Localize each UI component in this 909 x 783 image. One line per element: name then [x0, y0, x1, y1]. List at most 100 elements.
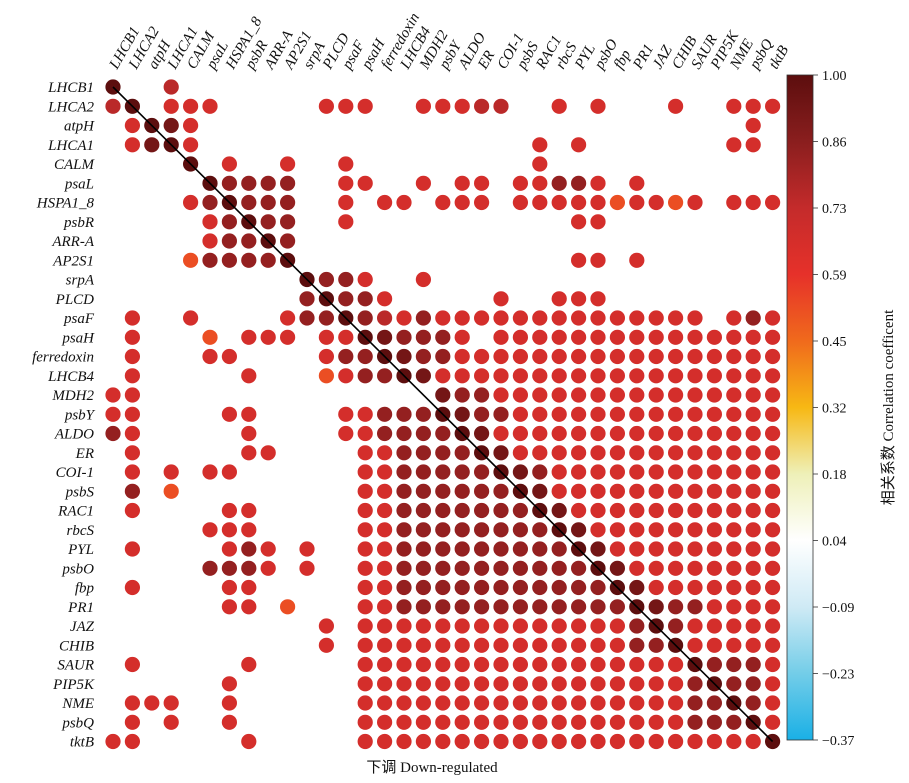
correlation-dot [706, 368, 723, 384]
row-label: LHCA2 [47, 99, 94, 115]
correlation-dot [512, 695, 529, 711]
correlation-dot [474, 637, 490, 653]
correlation-dot [571, 445, 587, 461]
correlation-dot [493, 406, 509, 422]
correlation-dot [571, 656, 587, 673]
correlation-dot [590, 656, 606, 673]
correlation-dot [629, 579, 645, 596]
correlation-dot [280, 233, 296, 249]
correlation-dot [493, 348, 509, 365]
correlation-dot [512, 194, 529, 211]
correlation-dot [357, 445, 373, 461]
correlation-dot [493, 329, 509, 345]
correlation-dot [726, 637, 742, 653]
correlation-dot [648, 599, 664, 615]
correlation-dot [124, 502, 140, 519]
correlation-dot [648, 733, 664, 750]
correlation-dot [357, 695, 373, 711]
correlation-dot [687, 310, 703, 326]
correlation-dot [357, 618, 373, 634]
correlation-dot [629, 483, 645, 499]
row-label: psaL [64, 176, 94, 192]
correlation-dot [454, 522, 470, 538]
correlation-dot [474, 560, 490, 576]
correlation-dot [183, 252, 199, 268]
correlation-dot [435, 445, 451, 461]
correlation-dot [512, 387, 529, 403]
correlation-dot [745, 425, 761, 442]
correlation-dot [280, 214, 296, 230]
correlation-dot [454, 175, 470, 191]
correlation-dot [745, 406, 761, 422]
correlation-dot [706, 483, 723, 499]
correlation-dot [163, 117, 179, 134]
correlation-dot [765, 676, 781, 692]
correlation-dot [357, 175, 373, 191]
correlation-dot [396, 522, 412, 538]
correlation-dot [474, 733, 490, 750]
correlation-dot [357, 560, 373, 576]
correlation-dot [571, 483, 587, 499]
correlation-dot [454, 310, 470, 326]
correlation-dot [377, 599, 393, 615]
correlation-dot [377, 483, 393, 499]
correlation-dot [745, 445, 761, 461]
correlation-dot [163, 714, 179, 730]
row-label: ALDO [54, 427, 94, 443]
correlation-dot [377, 714, 393, 730]
correlation-dot [629, 618, 645, 634]
correlation-dot [512, 637, 529, 653]
correlation-dot [687, 445, 703, 461]
correlation-dot [668, 483, 684, 499]
correlation-dot [357, 714, 373, 730]
correlation-dot [124, 445, 140, 461]
correlation-dot [377, 502, 393, 519]
correlation-dot [454, 445, 470, 461]
correlation-dot [551, 733, 567, 750]
correlation-dot [726, 98, 742, 114]
correlation-dot [357, 599, 373, 615]
colorbar-tick-label: 0.32 [822, 402, 847, 417]
correlation-dot [493, 695, 509, 711]
correlation-dot [687, 329, 703, 345]
correlation-dot [629, 194, 645, 211]
correlation-dot [512, 464, 529, 480]
correlation-dot [726, 329, 742, 345]
correlation-dot [571, 464, 587, 480]
correlation-dot [687, 541, 703, 557]
correlation-dot [687, 733, 703, 750]
correlation-dot [765, 714, 781, 730]
correlation-dot [415, 271, 431, 288]
row-label: PR1 [67, 600, 94, 616]
correlation-dot [493, 637, 509, 653]
correlation-dot [745, 137, 761, 153]
correlation-dot [474, 618, 490, 634]
correlation-dot [687, 194, 703, 211]
correlation-dot [396, 502, 412, 519]
correlation-dot [396, 560, 412, 576]
correlation-dot [357, 464, 373, 480]
correlation-dot [765, 579, 781, 596]
correlation-dot [512, 329, 529, 345]
correlation-dot [629, 541, 645, 557]
correlation-dot [241, 541, 257, 557]
correlation-dot [377, 541, 393, 557]
correlation-dot [454, 329, 470, 345]
correlation-dot [609, 637, 626, 653]
correlation-dot [687, 618, 703, 634]
correlation-dot [435, 483, 451, 499]
correlation-dot [318, 348, 334, 365]
correlation-dot [357, 483, 373, 499]
correlation-dot [318, 637, 334, 653]
row-label: psaF [63, 311, 95, 327]
correlation-dot [396, 310, 412, 326]
correlation-dot [687, 676, 703, 692]
correlation-dot [726, 406, 742, 422]
correlation-dot [415, 425, 431, 442]
correlation-dot [765, 406, 781, 422]
correlation-dot [629, 733, 645, 750]
correlation-dot [765, 348, 781, 365]
correlation-dot [745, 464, 761, 480]
correlation-dot [357, 656, 373, 673]
correlation-dot [493, 368, 509, 384]
